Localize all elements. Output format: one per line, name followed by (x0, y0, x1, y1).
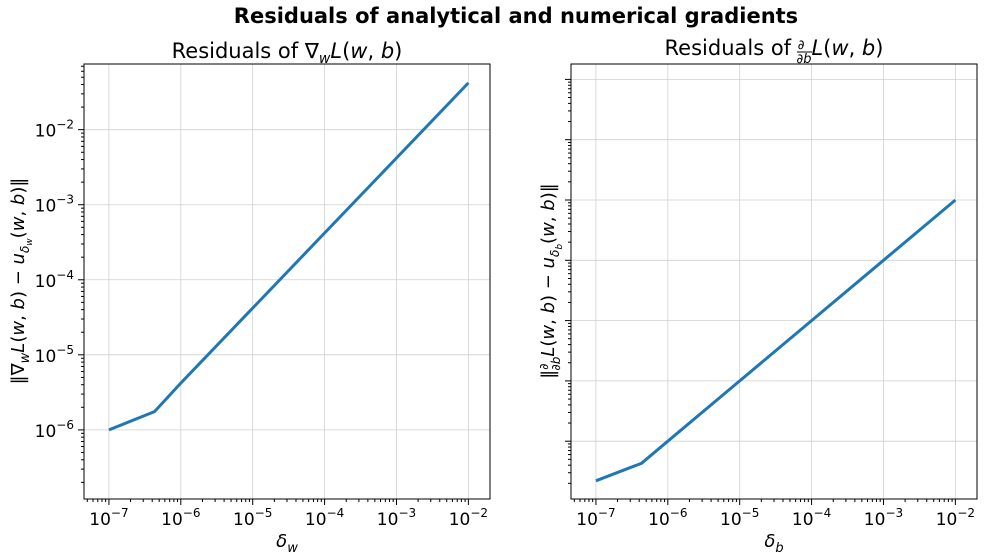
x-tick-label: 10−5 (233, 506, 272, 530)
x-tick-label: 10−4 (792, 506, 831, 530)
x-tick-label: 10−6 (161, 506, 200, 530)
right-panel-title: Residuals of ∂ ∂bL(w, b) (665, 36, 884, 67)
y-tick-label: 10−2 (35, 118, 74, 142)
y-tick-label: 10−6 (35, 418, 74, 442)
right-grid (571, 64, 977, 499)
left-grid (84, 64, 490, 499)
figure-suptitle: Residuals of analytical and numerical gr… (234, 4, 798, 28)
left-panel: Residuals of ∇wL(w, b) 10−7 10−6 10−5 10−4 1… (8, 39, 491, 556)
left-ticks: 10−7 10−6 10−5 10−4 10−3 10−2 10−6 10−5 10−4 10−3… (35, 65, 488, 530)
left-x-axis-label: δw (276, 531, 298, 556)
right-x-axis-label: δb (764, 531, 783, 556)
x-tick-label: 10−3 (377, 506, 416, 530)
left-panel-title: Residuals of ∇wL(w, b) (172, 39, 403, 67)
x-tick-label: 10−2 (936, 506, 975, 530)
right-ticks: 10−7 10−6 10−5 10−4 10−3 10−2 (565, 78, 975, 530)
left-series-line (108, 81, 470, 432)
left-y-axis-label: ‖∇wL(w, b) − uδw(w, b)‖ (8, 178, 35, 385)
x-tick-label: 10−7 (89, 506, 128, 530)
x-tick-label: 10−2 (449, 506, 488, 530)
left-axes-frame (83, 63, 491, 500)
right-y-axis-label: ‖∂∂bL(w, b) − uδb(w, b)‖ (537, 183, 565, 378)
right-panel: Residuals of ∂ ∂bL(w, b) 10−7 10−6 10−5 10−4… (537, 36, 978, 556)
y-tick-label: 10−5 (35, 343, 74, 367)
y-tick-label: 10−3 (35, 193, 74, 217)
x-tick-label: 10−4 (305, 506, 344, 530)
y-tick-label: 10−4 (35, 268, 74, 292)
x-tick-label: 10−7 (576, 506, 615, 530)
x-tick-label: 10−3 (864, 506, 903, 530)
x-tick-label: 10−6 (648, 506, 687, 530)
right-series-line (595, 198, 957, 483)
x-tick-label: 10−5 (720, 506, 759, 530)
right-axes-frame (570, 63, 978, 500)
